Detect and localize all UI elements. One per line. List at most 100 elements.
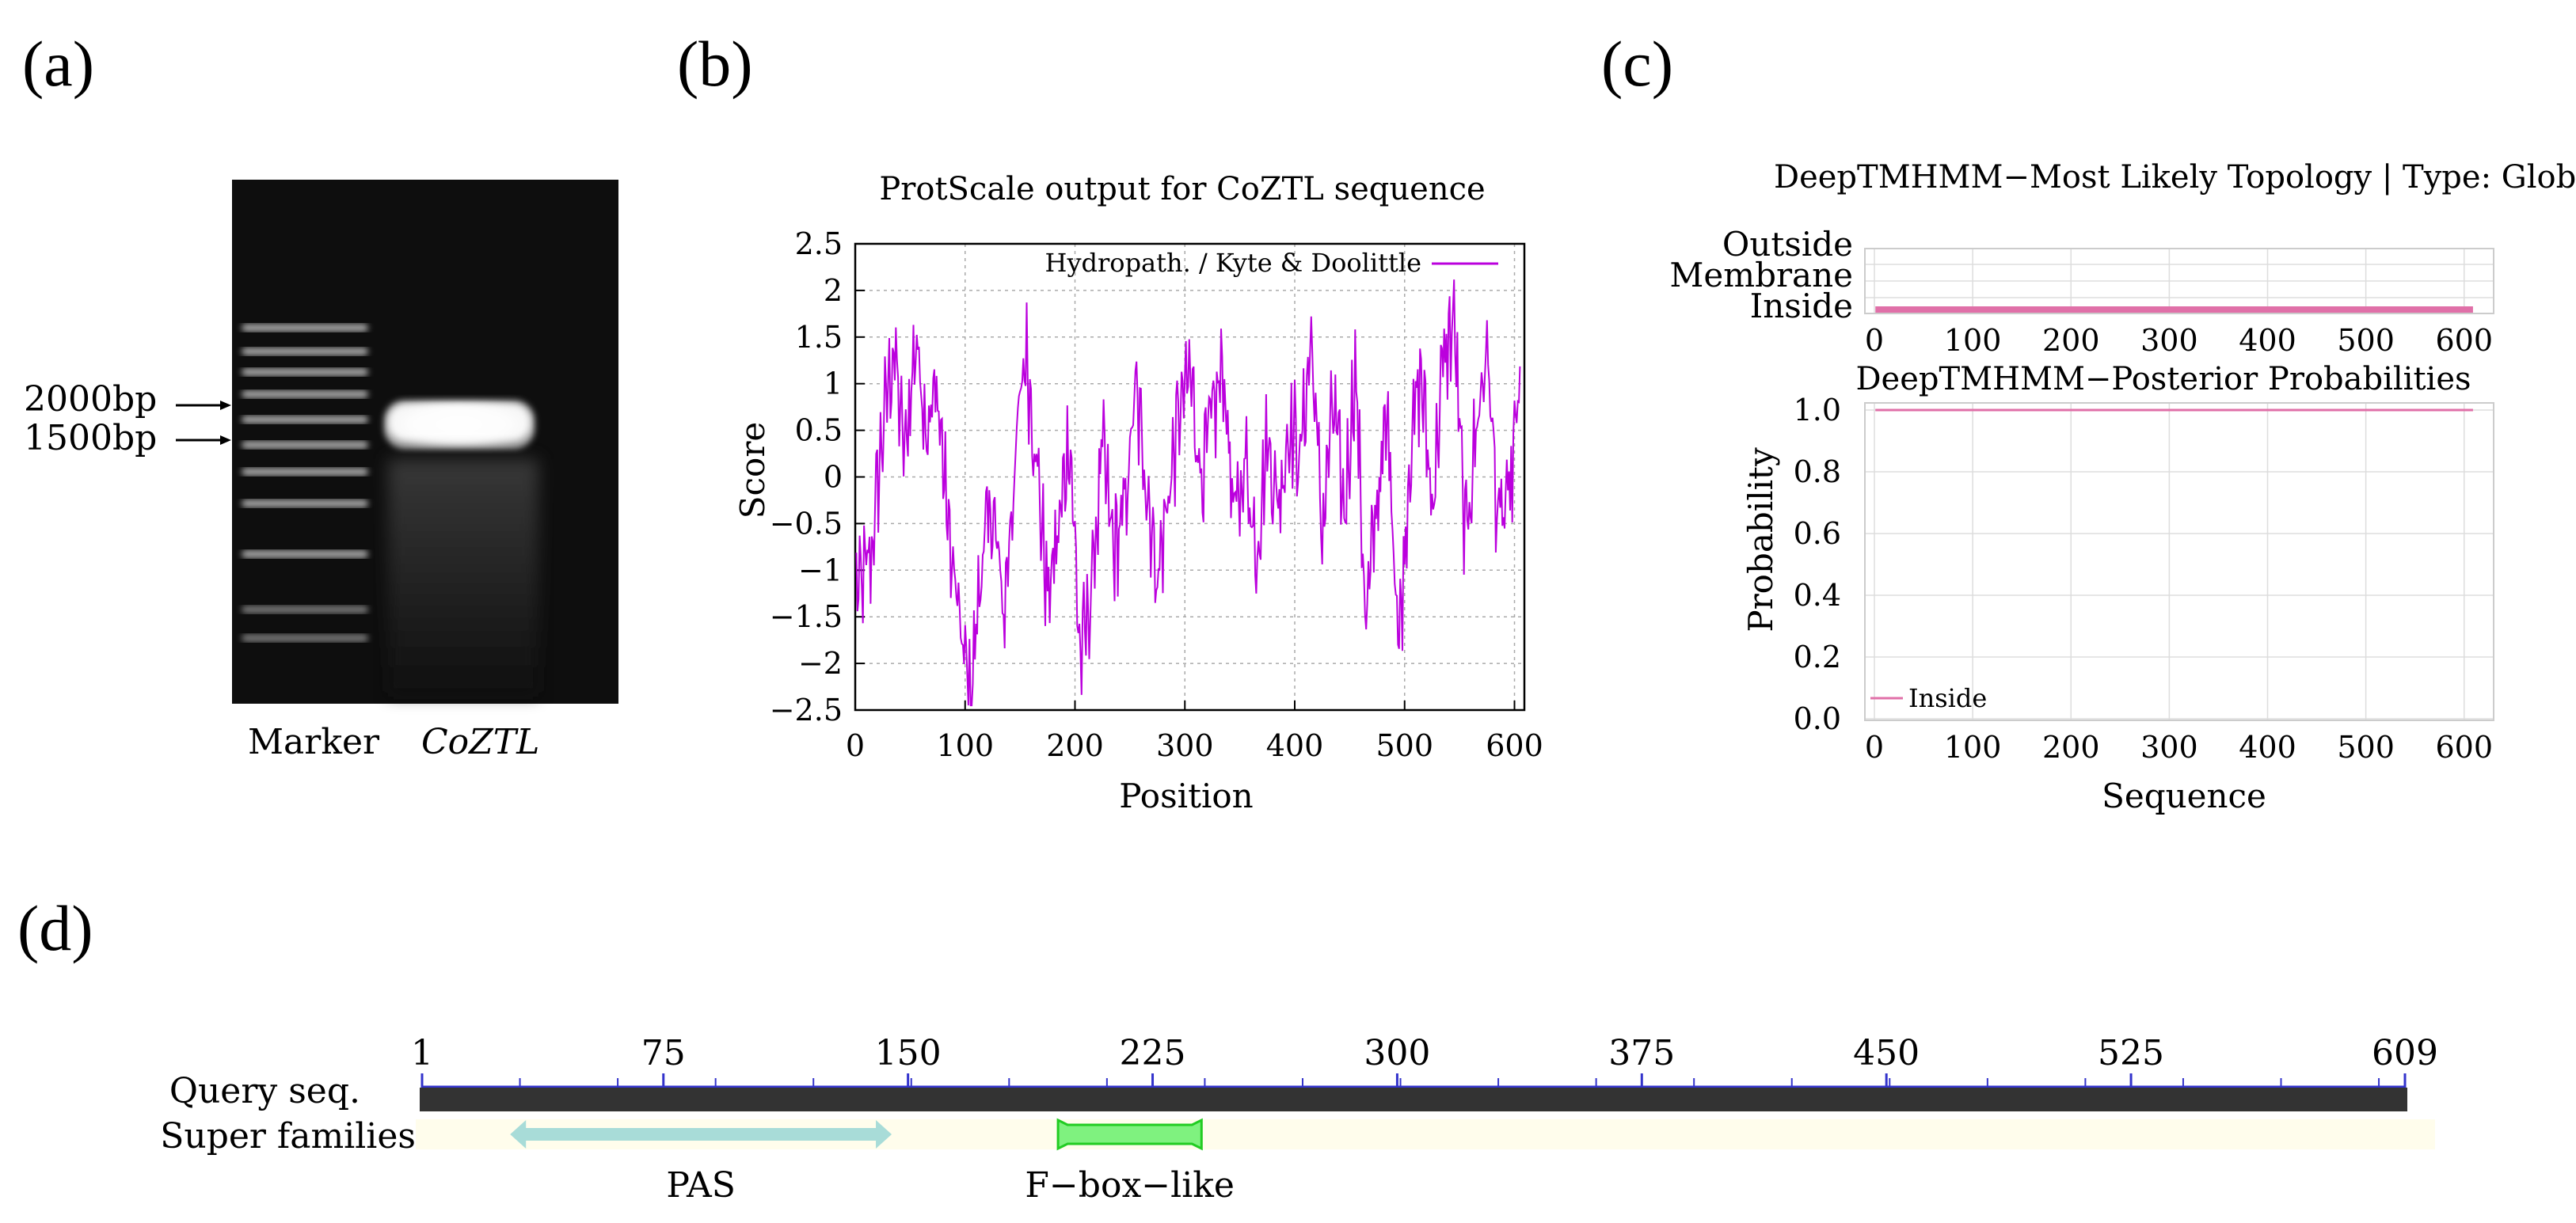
protscale-x-label: Position (1119, 777, 1253, 815)
fbox-like-domain[interactable] (1056, 1118, 1203, 1151)
topology-x-tick-label: 300 (2140, 323, 2198, 358)
posterior-x-tick-label: 400 (2239, 730, 2296, 765)
topology-plot-frame (1864, 248, 2494, 314)
posterior-x-label: Sequence (2102, 777, 2266, 815)
topology-x-tick-label: 200 (2042, 323, 2100, 358)
pas-domain[interactable] (510, 1120, 892, 1149)
posterior-y-tick-label: 0.0 (1794, 701, 1841, 736)
ruler-tick-label: 375 (1608, 1033, 1675, 1073)
lane-label-coztl: CoZTL (421, 722, 539, 762)
ladder-band (242, 550, 368, 558)
lane-label-marker: Marker (248, 722, 380, 762)
protscale-x-tick-label: 200 (1046, 728, 1104, 763)
panel-label-b: (b) (677, 28, 753, 100)
posterior-x-tick-label: 0 (1865, 730, 1884, 765)
posterior-title: DeepTMHMM−Posterior Probabilities (1855, 361, 2471, 397)
deeptmhmm-posterior-chart: DeepTMHMM−Posterior Probabilities 1.0 0.8… (1741, 361, 2494, 815)
posterior-x-tick-label: 600 (2435, 730, 2493, 765)
panel-label-a: (a) (22, 28, 94, 100)
protscale-y-tick-label: −2 (798, 646, 843, 681)
protscale-y-tick-label: −1 (798, 553, 843, 587)
posterior-y-tick-label: 0.2 (1794, 640, 1841, 674)
query-seq-bar (420, 1088, 2407, 1111)
protscale-grid (854, 243, 1524, 711)
ruler-ticks: 1 75 150 225 300 375 450 525 609 (411, 1033, 2438, 1088)
pas-domain-label: PAS (666, 1165, 735, 1206)
protscale-chart: ProtScale output for CoZTL sequence 2.52… (733, 171, 1543, 815)
ladder-band (242, 468, 368, 476)
protscale-y-label: Score (733, 422, 772, 519)
protscale-y-ticks: 2.5 2 1.5 1 0.5 0 −0.5 −1 −1.5 −2 −2.5 (770, 226, 865, 727)
protscale-y-tick-label: 2.5 (795, 226, 843, 261)
protscale-y-tick-label: −2.5 (770, 693, 843, 727)
ladder-band (242, 324, 368, 332)
domain-map: 1 75 150 225 300 375 450 525 609 Query seq. Supe… (160, 1033, 2438, 1206)
posterior-x-ticks: 0 100 200 300 400 500 600 (1865, 730, 2493, 765)
marker-arrowhead-2000 (220, 401, 231, 410)
posterior-x-tick-label: 300 (2140, 730, 2198, 765)
posterior-legend-label: Inside (1908, 683, 1987, 713)
protscale-title: ProtScale output for CoZTL sequence (879, 171, 1485, 207)
hydropathy-series-line (855, 279, 1521, 707)
topology-grid (1865, 249, 2494, 313)
ladder-band (242, 634, 368, 642)
ruler-tick-label: 609 (2372, 1033, 2438, 1073)
ruler-tick-label: 75 (641, 1033, 686, 1073)
posterior-grid (1865, 403, 2494, 720)
posterior-x-tick-label: 200 (2042, 730, 2100, 765)
ladder-band (242, 606, 368, 613)
posterior-x-tick-label: 100 (1944, 730, 2002, 765)
sample-band-core (390, 405, 529, 439)
marker-ladder (242, 324, 368, 642)
protscale-x-tick-label: 300 (1156, 728, 1214, 763)
ruler-tick-label: 525 (2098, 1033, 2164, 1073)
protscale-x-tick-label: 500 (1376, 728, 1433, 763)
ruler-tick-label: 150 (875, 1033, 942, 1073)
posterior-y-label: Probability (1741, 447, 1780, 632)
marker-label-2000: 2000bp (24, 379, 157, 420)
posterior-plot-frame (1864, 402, 2494, 721)
ladder-band (242, 390, 368, 398)
protscale-y-tick-label: 1.5 (795, 320, 843, 355)
protscale-y-tick-label: 1 (824, 367, 843, 401)
ladder-band (242, 368, 368, 376)
topology-x-tick-label: 500 (2337, 323, 2395, 358)
row-label-query: Query seq. (169, 1071, 360, 1111)
topology-x-tick-label: 100 (1944, 323, 2002, 358)
protscale-y-tick-label: 2 (824, 273, 843, 308)
sample-smear (388, 459, 538, 697)
panel-label-d: (d) (17, 892, 93, 964)
fbox-like-domain-label: F−box−like (1025, 1165, 1235, 1206)
ladder-band (242, 416, 368, 423)
ladder-band (242, 441, 368, 449)
ruler-tick-label: 450 (1853, 1033, 1920, 1073)
protscale-y-tick-label: 0.5 (795, 413, 843, 448)
topology-title: DeepTMHMM−Most Likely Topology | Type: G… (1774, 159, 2576, 196)
posterior-y-tick-label: 0.4 (1794, 578, 1841, 613)
protscale-y-tick-label: 0 (824, 460, 843, 495)
posterior-x-tick-label: 500 (2337, 730, 2395, 765)
protscale-y-tick-label: −0.5 (770, 506, 843, 541)
ladder-band (242, 348, 368, 355)
gel-panel: 2000bp 1500bp Marker CoZTL (24, 180, 618, 762)
ruler-tick-label: 1 (411, 1033, 433, 1073)
posterior-y-tick-label: 0.6 (1794, 516, 1841, 551)
protscale-x-tick-label: 600 (1486, 728, 1543, 763)
panel-label-c: (c) (1601, 28, 1673, 100)
protscale-y-tick-label: −1.5 (770, 599, 843, 634)
protscale-x-tick-label: 0 (846, 728, 865, 763)
row-label-superfamilies: Super families (160, 1116, 416, 1157)
topology-x-tick-label: 600 (2435, 323, 2493, 358)
topology-label-outside: Outside (1722, 225, 1853, 264)
ladder-band (242, 499, 368, 507)
marker-label-1500: 1500bp (24, 418, 157, 458)
topology-x-tick-label: 400 (2239, 323, 2296, 358)
posterior-y-tick-label: 0.8 (1794, 454, 1841, 489)
topology-label-membrane: Membrane (1669, 256, 1853, 294)
deeptmhmm-topology-chart: DeepTMHMM−Most Likely Topology | Type: G… (1669, 159, 2576, 358)
ruler-tick-label: 300 (1364, 1033, 1430, 1073)
protscale-x-tick-label: 100 (936, 728, 994, 763)
protscale-x-ticks: 0 100 200 300 400 500 600 (846, 701, 1543, 763)
protscale-legend-label: Hydropath. / Kyte & Doolittle (1045, 248, 1421, 278)
